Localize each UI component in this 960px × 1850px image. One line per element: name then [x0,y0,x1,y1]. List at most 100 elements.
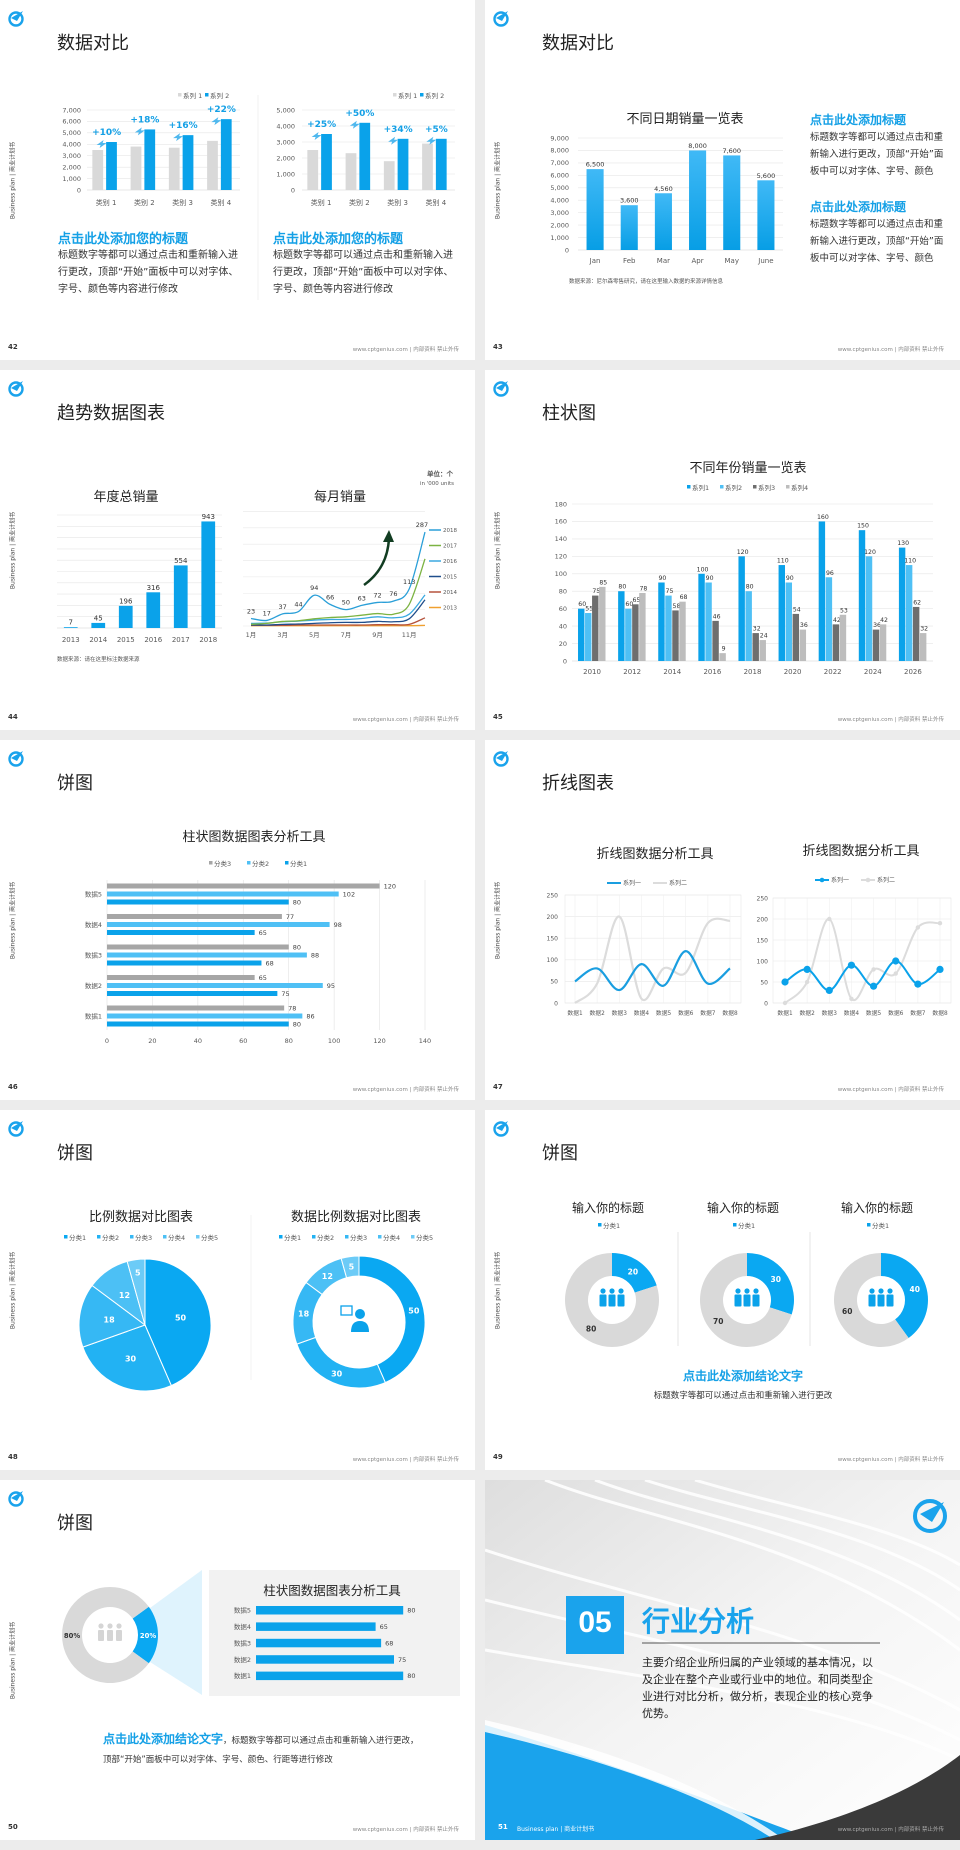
people-group-icon [599,1288,625,1307]
legend-item[interactable]: 分类2 [247,859,269,868]
data-label: 55 [585,606,593,613]
legend-item[interactable]: 2015 [429,575,457,581]
legend-item[interactable]: 2016 [429,559,457,565]
slide-42[interactable]: 0 1,000 2,000 3,000 4,000 5,000 6,000 7,000 类别 1… [0,0,475,360]
slice-label: 80% [64,1632,80,1640]
legend-item[interactable]: 系列 1 [393,91,417,100]
section-title: 行业分析 [642,1605,755,1638]
data-point [782,1000,788,1006]
legend-item[interactable]: 分类3 [209,859,231,868]
legend-item[interactable]: 分类3 [345,1233,367,1242]
legend-item[interactable]: 2014 [429,590,457,596]
legend-item[interactable]: 分类3 [130,1233,152,1242]
data-label: 63 [358,594,366,602]
slide-45[interactable]: 0 20 40 60 80 100 120 140 160 180 2010 60 55 75 85 2012… [485,370,960,730]
legend-marker [865,877,871,883]
slide-44-charts: 2013 7 2014 45 2015 196 2016 316 2017 554 2018 943 1… [57,511,457,644]
bar [759,640,766,661]
legend-item[interactable]: 分类1 [279,1233,301,1242]
pie-slice[interactable] [834,1253,909,1347]
bar [92,150,104,190]
pie-slice[interactable] [62,1587,149,1683]
legend-item[interactable]: 分类4 [378,1233,400,1242]
legend-item[interactable]: 系列 2 [420,91,444,100]
legend-item[interactable]: 分类5 [411,1233,433,1242]
legend-item[interactable]: 系列1 [687,483,709,492]
pie-slice[interactable] [881,1253,928,1339]
legend-item[interactable]: 系列二 [653,879,687,887]
legend-item[interactable]: 分类5 [196,1233,218,1242]
bar [359,122,371,190]
pie-slice[interactable] [358,1255,426,1384]
data-label: 76 [389,590,397,598]
pie-slice[interactable] [747,1253,794,1315]
y-tick-label: 7,000 [62,106,81,114]
pie-slice[interactable] [612,1253,657,1293]
logo-icon [8,381,24,397]
data-label: 5,600 [757,172,776,180]
data-point [915,925,921,930]
legend-item[interactable]: 分类1 [598,1221,620,1230]
y-tick-label: 100 [757,958,769,965]
legend-item[interactable]: 2018 [429,528,457,534]
legend-item[interactable]: 分类1 [867,1221,889,1230]
x-tick-label: 数据4 [844,1009,860,1017]
legend-label: 系列2 [725,483,742,492]
pie-slice[interactable] [132,1606,159,1664]
trend-arrow-icon [363,537,391,587]
pie-slice[interactable] [700,1253,792,1347]
slide-46[interactable]: 0 20 40 60 80 100 120 140 数据5 120 102 80 数据4 77 98 65 数据… [0,740,475,1100]
bar [107,891,339,897]
legend-item[interactable]: 系列 1 [178,91,202,100]
slide-50[interactable]: 20% 80% 数据5 80 数据4 65 数据3 68 数据2 75 数据1 80 饼图 柱状图数据… [0,1480,475,1840]
pie-slice[interactable] [565,1253,659,1347]
pie-slice[interactable] [144,1258,212,1387]
legend-item[interactable]: 分类2 [97,1233,119,1242]
legend-item[interactable]: 2013 [429,606,457,612]
legend-item[interactable]: 分类4 [163,1233,185,1242]
swoosh-lines [485,1480,960,1762]
legend-item[interactable]: 系列一 [607,879,641,887]
data-label: 78 [639,585,647,592]
data-label: 94 [310,584,318,592]
x-tick-label: 2010 [583,668,601,676]
legend-label: 系列 2 [425,91,444,100]
pie-slice[interactable] [296,1336,386,1389]
legend-item[interactable]: 系列二 [861,876,895,884]
slide-43[interactable]: 0 1,000 2,000 3,000 4,000 5,000 6,000 7,000 8,00… [485,0,960,360]
legend-item[interactable]: 分类2 [312,1233,334,1242]
y-tick-label: 1,000 [62,175,81,183]
y-tick-label: 200 [547,914,559,921]
pie-slice[interactable] [78,1284,147,1348]
legend-item[interactable]: 分类1 [733,1221,755,1230]
slide-44[interactable]: 2013 7 2014 45 2015 196 2016 316 2017 554 2018 943 1… [0,370,475,730]
legend-item[interactable]: 系列 2 [205,91,229,100]
legend-swatch [209,861,213,865]
y-tick-label: 8,000 [550,147,569,155]
pie-slice[interactable] [82,1324,172,1392]
pie-slice[interactable] [340,1255,360,1279]
x-tick-label: 60 [239,1037,247,1045]
legend-item[interactable]: 2017 [429,544,457,550]
zoom-fan [150,1570,202,1695]
legend-item[interactable]: 分类1 [64,1233,86,1242]
bar [592,595,599,661]
data-label: 80 [293,943,301,951]
customer-service-icon [340,1305,369,1332]
pie-slice[interactable] [126,1258,146,1326]
slide-49[interactable]: 20 80 分类1 30 70 分类1 40 60 分类1 饼图 输入你的标题 输入你的标题 输… [485,1110,960,1470]
bar [832,624,840,661]
slide-47[interactable]: 0 50 100 150 200 250 数据1 数据2 数据3 数据4 数据5 数据6 数据7 数据8 0… [485,740,960,1100]
x-tick-label: 数据1 [777,1009,793,1017]
legend-item[interactable]: 系列一 [815,876,849,884]
legend-swatch [97,1235,101,1239]
legend-item[interactable]: 系列4 [786,483,808,492]
growth-annotation: +22% [207,105,236,115]
legend-item[interactable]: 系列2 [720,483,742,492]
slide-48[interactable]: 50 30 18 12 5 50 30 18 12 5 分类1 分类2 分类3 分类4 分类5 分类1 分类2 分… [0,1110,475,1470]
x-tick-label: 类别 1 [96,198,117,207]
legend-item[interactable]: 系列3 [753,483,775,492]
y-tick-label: 4,000 [276,122,295,130]
slide-51-section-cover[interactable]: 05 行业分析 主要介绍企业所归属的产业领域的基本情况，以及企业在整个产业或行业… [485,1480,960,1840]
legend-item[interactable]: 分类1 [285,859,307,868]
